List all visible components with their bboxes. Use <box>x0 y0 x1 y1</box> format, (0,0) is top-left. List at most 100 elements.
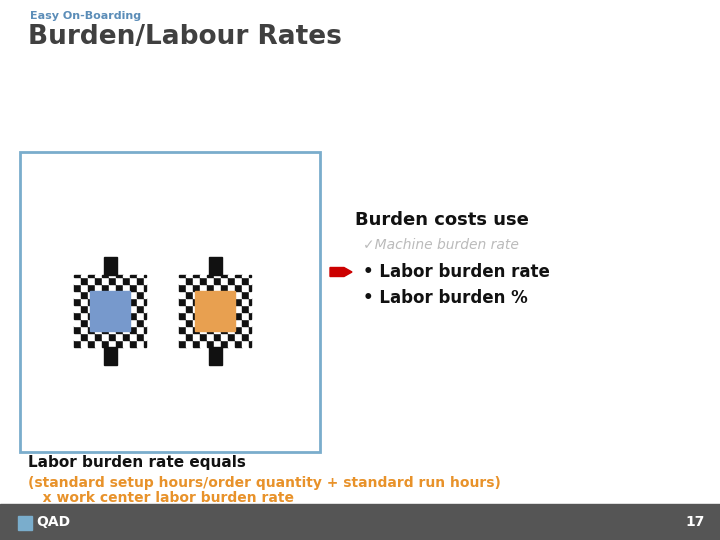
Bar <box>228 326 235 333</box>
Bar <box>74 312 81 319</box>
Bar <box>137 277 144 284</box>
Bar <box>88 291 95 298</box>
Text: Burden/Labour Rates: Burden/Labour Rates <box>28 24 342 50</box>
Bar <box>137 291 144 298</box>
Text: Labor burden rate equals: Labor burden rate equals <box>28 455 246 469</box>
Bar <box>102 340 109 347</box>
Bar <box>249 333 251 340</box>
Bar <box>214 305 221 312</box>
Bar <box>242 291 249 298</box>
Bar <box>130 319 137 326</box>
Bar <box>186 277 193 284</box>
Bar <box>179 319 186 326</box>
Bar <box>95 340 102 347</box>
Bar <box>179 312 186 319</box>
Bar <box>228 298 235 305</box>
Text: (standard setup hours/order quantity + standard run hours): (standard setup hours/order quantity + s… <box>28 476 501 490</box>
Bar <box>144 333 146 340</box>
Bar <box>249 340 251 347</box>
Bar <box>249 326 251 333</box>
Bar <box>179 305 186 312</box>
Bar <box>242 340 249 347</box>
Bar <box>109 326 116 333</box>
Bar <box>81 284 88 291</box>
Bar <box>249 312 251 319</box>
Bar <box>235 319 242 326</box>
Bar <box>116 312 123 319</box>
Bar <box>186 305 193 312</box>
Bar <box>200 319 207 326</box>
Bar <box>214 277 221 284</box>
Bar <box>193 284 200 291</box>
Bar <box>179 326 186 333</box>
Bar <box>95 298 102 305</box>
Bar <box>95 333 102 340</box>
Bar <box>235 340 242 347</box>
Bar <box>193 298 200 305</box>
Bar <box>130 326 137 333</box>
Bar <box>74 284 81 291</box>
Bar <box>88 340 95 347</box>
Bar <box>144 319 146 326</box>
Bar <box>242 298 249 305</box>
Bar <box>235 277 242 284</box>
Bar <box>137 340 144 347</box>
Bar <box>193 277 200 284</box>
Bar <box>207 305 214 312</box>
Bar <box>116 275 123 277</box>
Bar <box>144 284 146 291</box>
Bar <box>200 291 207 298</box>
Bar <box>137 305 144 312</box>
Bar <box>0 504 720 540</box>
Text: 17: 17 <box>685 515 705 529</box>
Bar <box>137 275 144 277</box>
Bar <box>137 298 144 305</box>
Bar <box>186 333 193 340</box>
Bar <box>123 284 130 291</box>
Bar <box>81 305 88 312</box>
Bar <box>242 305 249 312</box>
Bar <box>209 257 222 275</box>
Bar <box>242 319 249 326</box>
Bar <box>109 312 116 319</box>
Bar <box>144 275 146 277</box>
Bar <box>116 298 123 305</box>
Bar <box>200 340 207 347</box>
FancyArrow shape <box>330 267 352 276</box>
Bar <box>186 319 193 326</box>
Bar <box>137 333 144 340</box>
Bar <box>249 298 251 305</box>
Bar <box>116 291 123 298</box>
Bar <box>102 326 109 333</box>
Bar <box>109 305 116 312</box>
Bar <box>228 284 235 291</box>
Bar <box>221 277 228 284</box>
Bar <box>116 305 123 312</box>
Bar <box>123 319 130 326</box>
Bar <box>193 275 200 277</box>
Bar <box>130 284 137 291</box>
Bar <box>200 298 207 305</box>
Bar <box>200 275 207 277</box>
Bar <box>249 305 251 312</box>
Bar <box>249 275 251 277</box>
Bar <box>95 319 102 326</box>
Bar <box>130 333 137 340</box>
Bar <box>18 516 32 530</box>
Bar <box>214 284 221 291</box>
Bar <box>228 291 235 298</box>
Bar <box>116 284 123 291</box>
Bar <box>207 319 214 326</box>
Bar <box>186 298 193 305</box>
Text: Easy On-Boarding: Easy On-Boarding <box>30 11 141 21</box>
Bar <box>235 284 242 291</box>
Bar <box>109 333 116 340</box>
Bar <box>20 152 320 452</box>
Bar <box>123 340 130 347</box>
Bar <box>144 298 146 305</box>
Bar <box>74 340 81 347</box>
Bar <box>242 284 249 291</box>
Bar <box>95 326 102 333</box>
Bar <box>88 284 95 291</box>
Bar <box>102 305 109 312</box>
